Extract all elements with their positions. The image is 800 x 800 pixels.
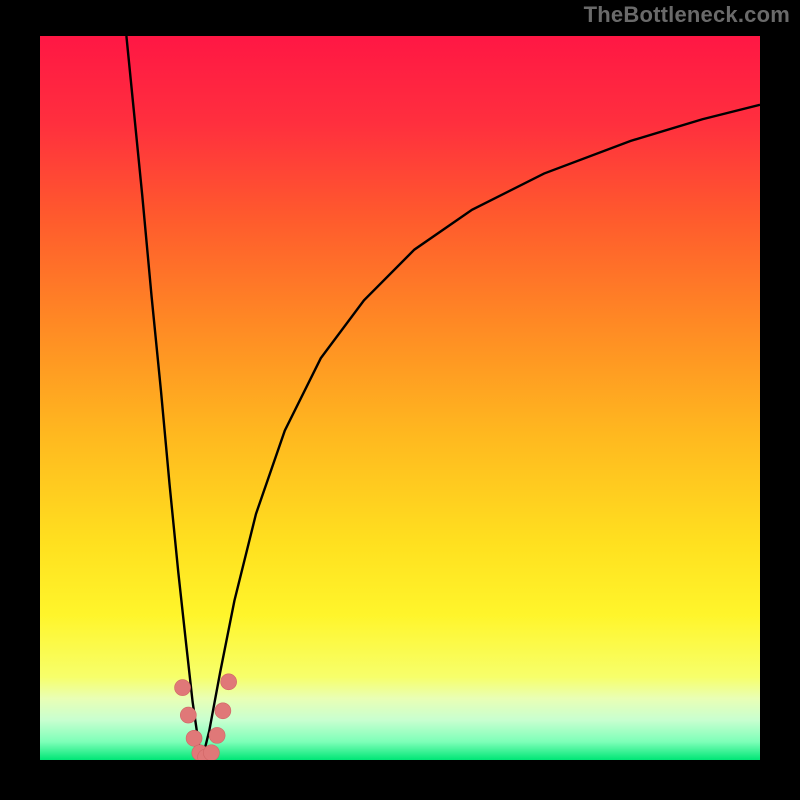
marker-dot: [209, 727, 225, 743]
marker-dot: [175, 680, 191, 696]
plot-svg: [40, 36, 760, 760]
marker-dot: [186, 730, 202, 746]
marker-dot: [203, 745, 219, 760]
chart-stage: TheBottleneck.com: [0, 0, 800, 800]
marker-dot: [215, 703, 231, 719]
watermark-text: TheBottleneck.com: [584, 2, 790, 28]
marker-dot: [180, 707, 196, 723]
curve-right: [202, 105, 760, 760]
marker-group: [175, 674, 237, 760]
plot-area: [40, 36, 760, 760]
marker-dot: [221, 674, 237, 690]
curve-left: [126, 36, 202, 760]
